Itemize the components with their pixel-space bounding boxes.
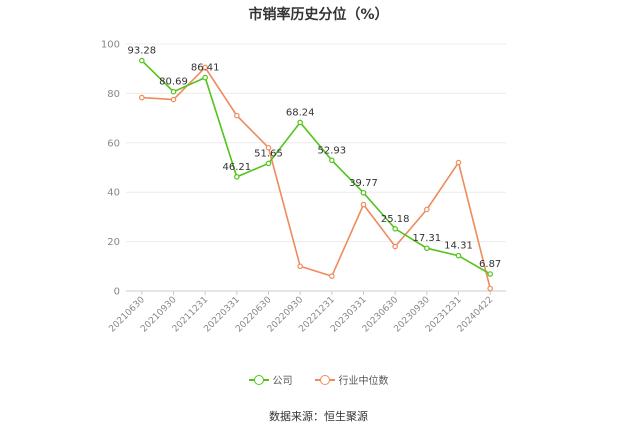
legend-item-industry-median[interactable]: 行业中位数: [314, 372, 389, 387]
data-label: 39.77: [349, 178, 378, 189]
legend: 公司 行业中位数: [0, 372, 637, 387]
data-source: 数据来源：恒生聚源: [269, 410, 368, 423]
data-point: [487, 271, 493, 277]
data-point: [424, 245, 430, 252]
data-point: [265, 144, 272, 151]
series-line: [141, 66, 491, 289]
y-tick-label: 60: [107, 138, 120, 149]
y-tick-label: 40: [107, 188, 120, 199]
data-point: [234, 174, 240, 180]
legend-item-company[interactable]: 公司: [248, 372, 293, 387]
data-point: [170, 96, 177, 103]
data-point: [297, 263, 303, 270]
data-label: 14.31: [444, 241, 473, 252]
data-point: [455, 252, 462, 259]
data-label: 46.21: [223, 162, 252, 173]
legend-label-industry-median: 行业中位数: [338, 376, 389, 387]
data-point: [139, 57, 145, 64]
data-label: 93.28: [128, 46, 157, 57]
data-label: 6.87: [479, 259, 501, 270]
legend-marker-company: [248, 374, 269, 385]
legend-marker-industry-median: [314, 374, 335, 385]
y-tick-label: 80: [107, 89, 120, 100]
data-label: 52.93: [318, 145, 347, 156]
data-point: [329, 157, 335, 164]
legend-label-company: 公司: [272, 376, 293, 387]
data-point: [392, 243, 398, 250]
data-point: [170, 88, 177, 95]
data-point: [297, 119, 303, 126]
chart-title: 市销率历史分位（%）: [248, 7, 389, 23]
data-point: [139, 94, 145, 101]
data-point: [329, 273, 335, 279]
data-point: [455, 159, 462, 166]
data-label: 25.18: [381, 214, 410, 225]
data-label: 80.69: [159, 77, 188, 88]
data-point: [424, 206, 430, 213]
data-label: 68.24: [286, 107, 315, 118]
data-point: [265, 160, 272, 167]
y-tick-label: 100: [101, 40, 120, 51]
series-line: [141, 60, 491, 275]
data-point: [234, 112, 240, 119]
data-label: 17.31: [413, 233, 442, 244]
y-tick-label: 0: [114, 287, 120, 298]
data-point: [487, 285, 493, 292]
data-point: [360, 201, 367, 208]
data-point: [392, 226, 398, 232]
data-point: [202, 74, 208, 81]
data-point: [202, 64, 208, 71]
data-label: 86.41: [191, 63, 220, 74]
y-tick-label: 20: [107, 237, 120, 248]
data-label: 51.65: [254, 148, 283, 159]
data-point: [360, 189, 367, 196]
